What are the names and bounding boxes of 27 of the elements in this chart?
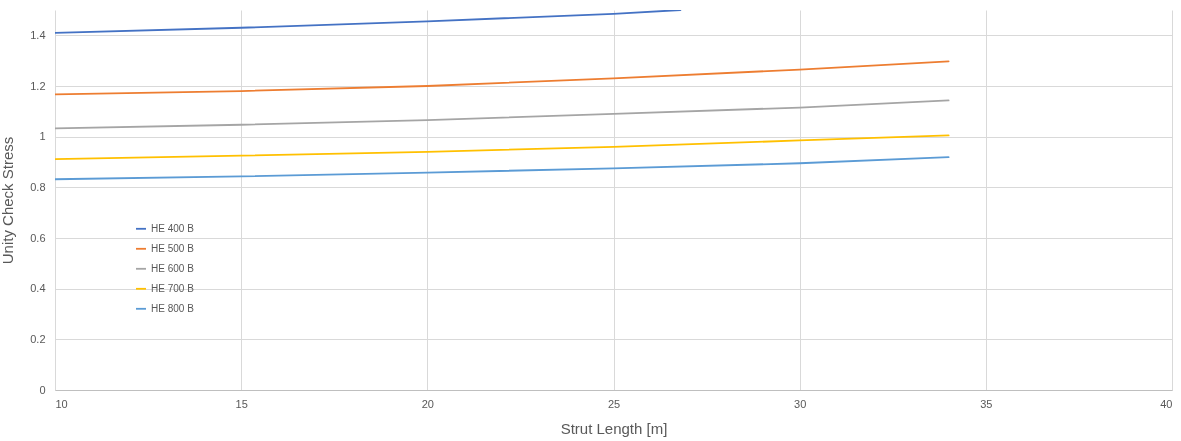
y-axis-title: Unity Check Stress xyxy=(0,136,17,265)
x-tick-label: 35 xyxy=(980,397,993,410)
line-series xyxy=(55,60,950,96)
line-series xyxy=(55,99,950,130)
line-series xyxy=(55,134,950,161)
x-axis-title: Strut Length [m] xyxy=(560,419,668,437)
y-tick-label: 0.6 xyxy=(30,231,46,244)
x-tick-label: 30 xyxy=(794,397,807,410)
legend-label: HE 700 B xyxy=(151,282,195,294)
x-tick-label: 25 xyxy=(607,397,621,410)
y-tick-label: 0.2 xyxy=(30,332,46,345)
legend-label: HE 800 B xyxy=(151,302,195,314)
line-series xyxy=(55,156,950,181)
y-tick-label: 0 xyxy=(39,383,46,396)
x-tick-label: 15 xyxy=(235,397,248,410)
x-tick-label: 10 xyxy=(55,397,68,410)
legend-label: HE 400 B xyxy=(151,222,195,234)
y-tick-label: 0.8 xyxy=(30,180,46,193)
legend-label: HE 500 B xyxy=(151,242,195,254)
legend-label: HE 600 B xyxy=(151,262,195,274)
x-tick-label: 20 xyxy=(421,397,434,410)
line-series xyxy=(55,10,682,34)
y-tick-label: 1 xyxy=(39,130,46,143)
y-tick-label: 1.4 xyxy=(30,28,46,41)
y-tick-label: 1.2 xyxy=(30,79,46,92)
x-tick-label: 40 xyxy=(1160,397,1173,410)
y-tick-label: 0.4 xyxy=(30,282,46,295)
